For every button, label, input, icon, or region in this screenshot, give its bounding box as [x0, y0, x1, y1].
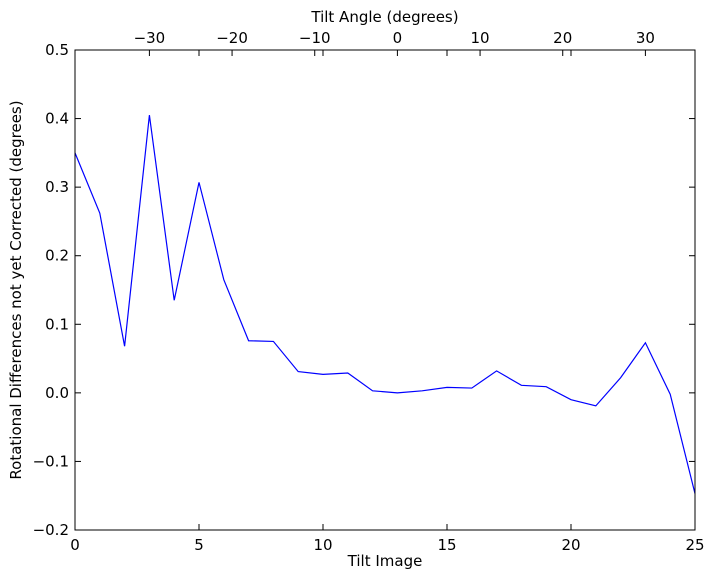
y-tick-label: 0.3	[45, 178, 69, 196]
y-tick-label: 0.0	[45, 384, 69, 402]
y-axis-title: Rotational Differences not yet Corrected…	[7, 100, 25, 479]
top-tick-label: 0	[393, 29, 403, 47]
y-tick-label: −0.2	[33, 521, 69, 539]
top-tick-label: 20	[553, 29, 572, 47]
top-axis-title: Tilt Angle (degrees)	[310, 8, 458, 26]
x-tick-label: 15	[437, 536, 456, 554]
plot-frame	[74, 49, 696, 531]
top-tick-label: 30	[636, 29, 655, 47]
plot-area	[75, 50, 695, 530]
y-tick-label: 0.4	[45, 110, 69, 128]
x-tick-label: 10	[313, 536, 332, 554]
top-tick-label: 10	[471, 29, 490, 47]
y-tick-label: 0.5	[45, 41, 69, 59]
x-tick-label: 5	[194, 536, 204, 554]
series-line	[74, 115, 696, 494]
y-tick-label: −0.1	[33, 452, 69, 470]
x-tick-label: 25	[685, 536, 704, 554]
top-tick-label: −10	[299, 29, 331, 47]
y-tick-label: 0.1	[45, 315, 69, 333]
x-tick-label: 20	[561, 536, 580, 554]
top-tick-label: −20	[216, 29, 248, 47]
y-tick-label: 0.2	[45, 247, 69, 265]
top-tick-label: −30	[134, 29, 166, 47]
x-tick-label: 0	[70, 536, 80, 554]
x-axis-title: Tilt Image	[347, 552, 423, 570]
